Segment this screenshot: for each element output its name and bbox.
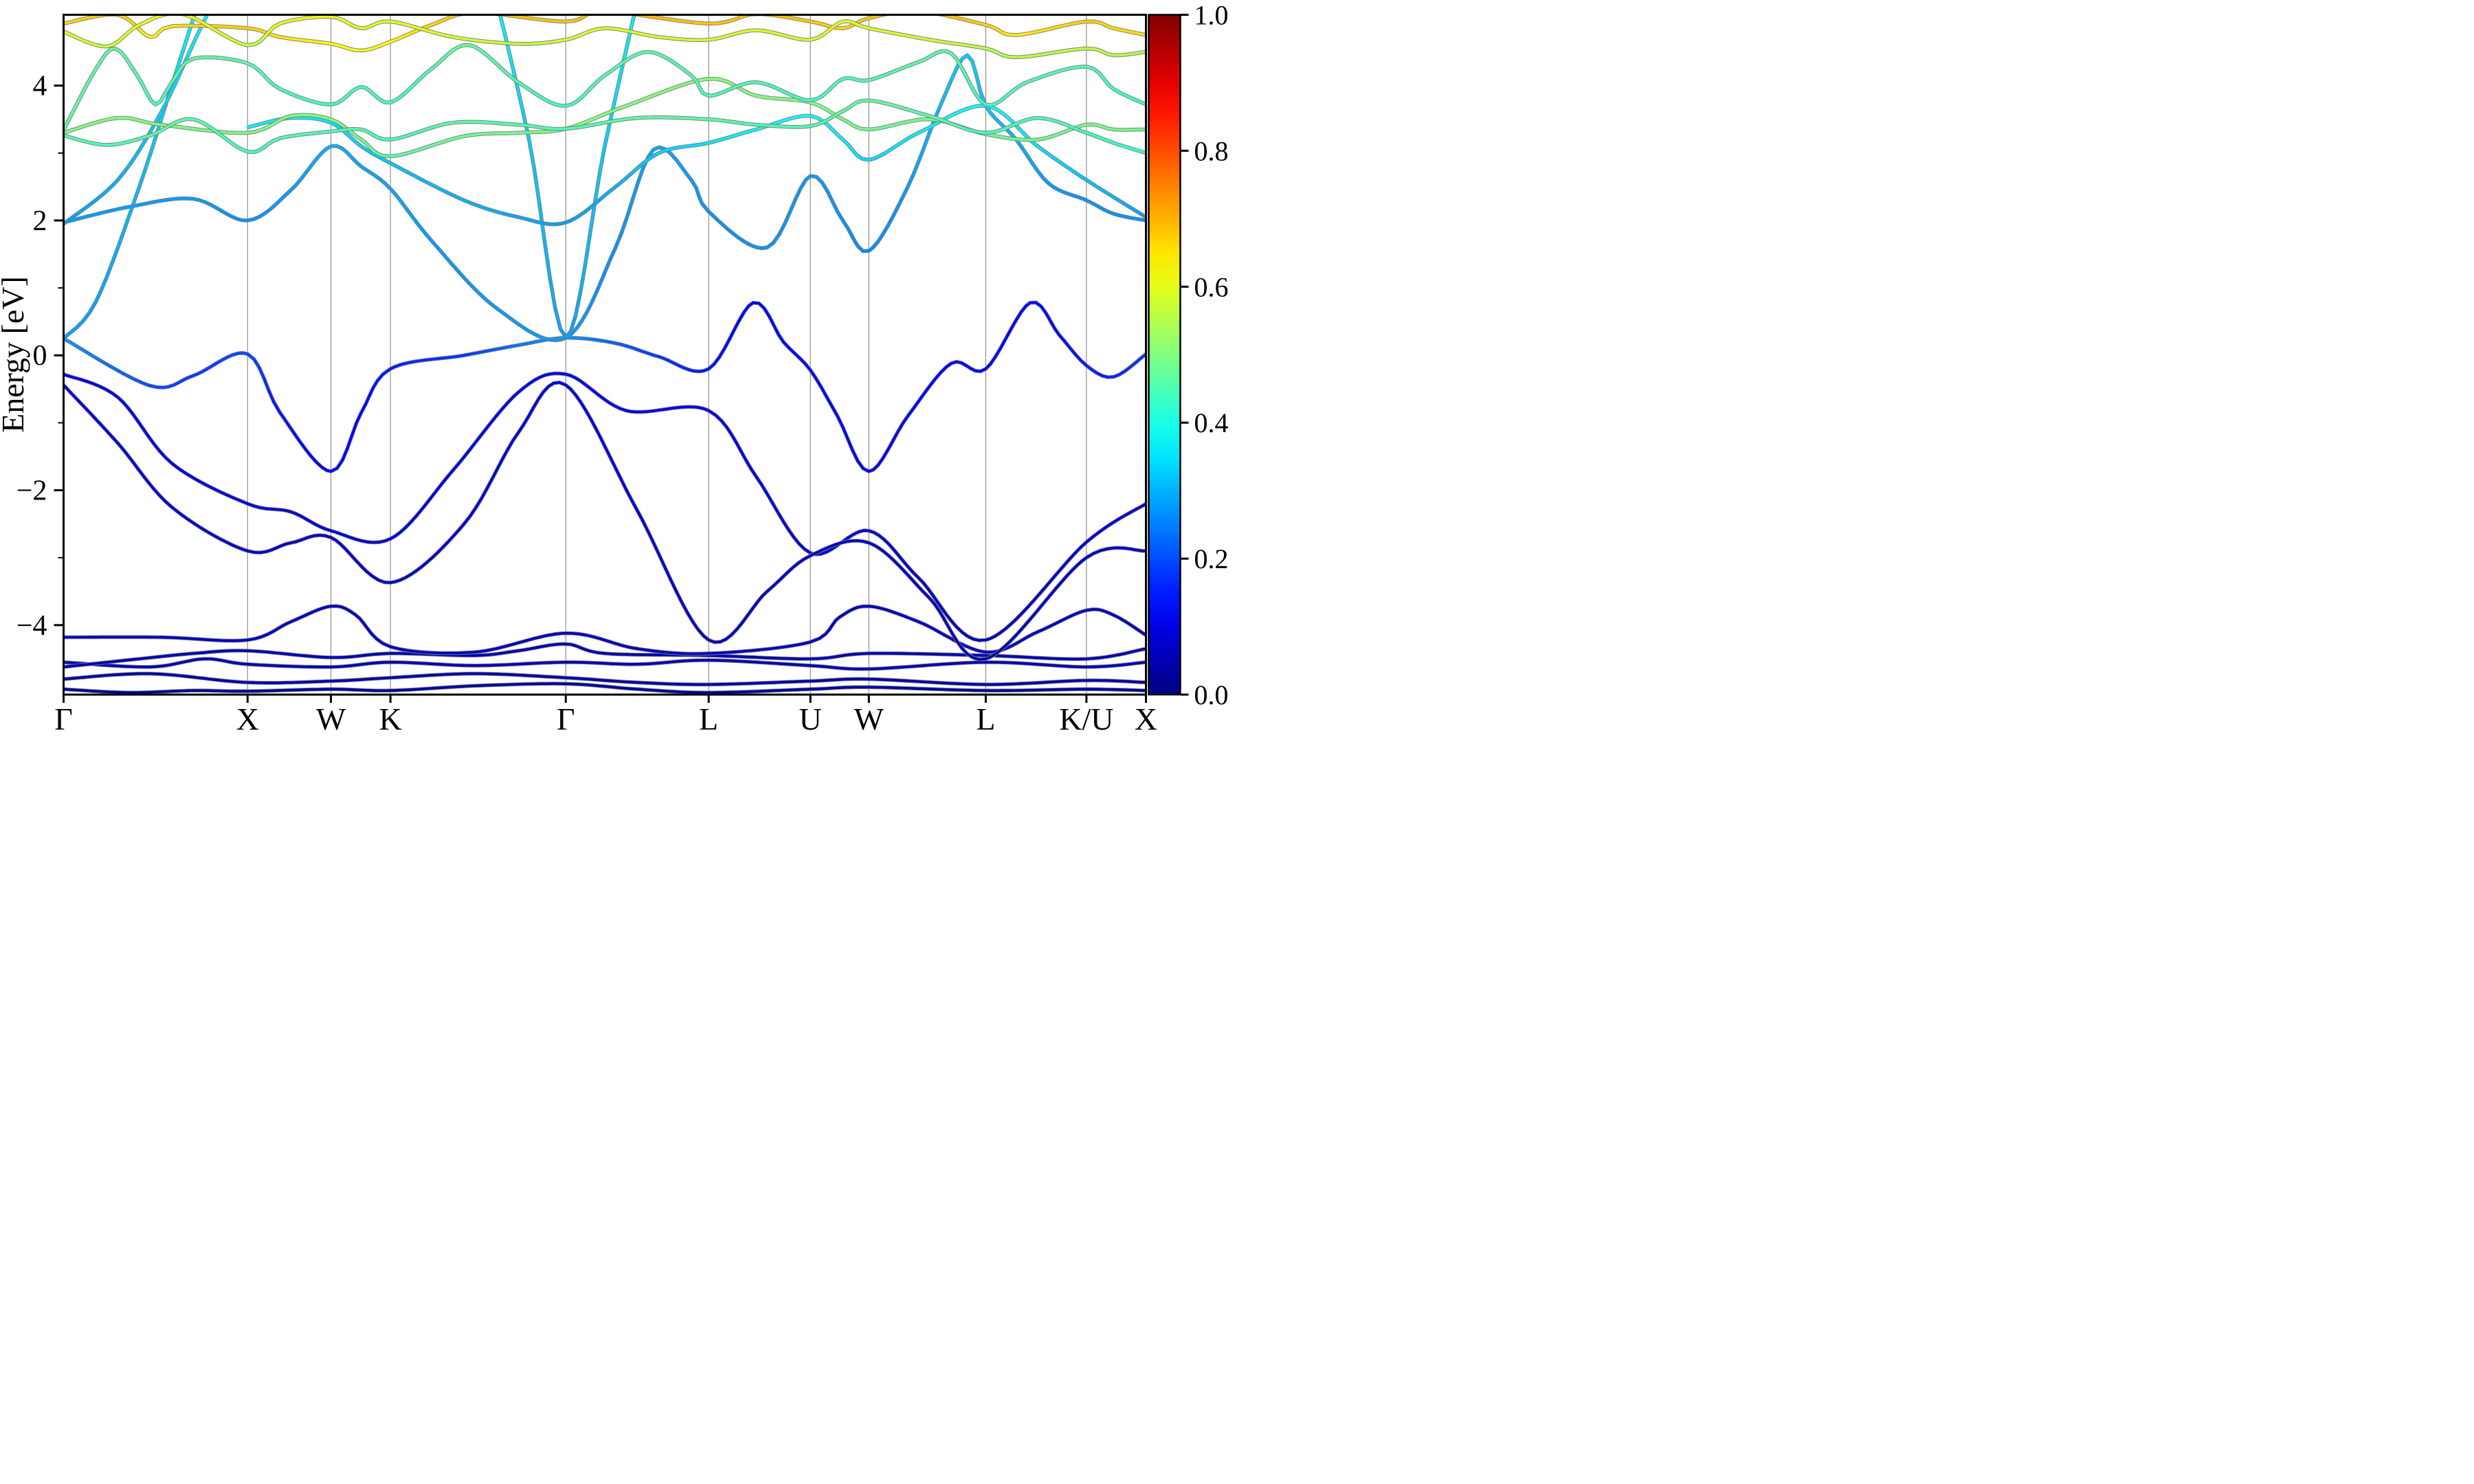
conduction-1 [63, 14, 196, 340]
k-point-label-4: Γ [557, 701, 575, 737]
k-point-label-1: X [236, 701, 259, 737]
valence-7-edge [63, 380, 1146, 662]
y-tick-label: −4 [16, 610, 47, 642]
conduction-5 [246, 104, 1146, 226]
conduction-5-edge [247, 104, 1146, 227]
colorbar-tick-label: 0.4 [1194, 407, 1229, 438]
valence-3 [63, 657, 1146, 671]
conduction-9 [63, 14, 1146, 52]
axes-frame [63, 14, 1147, 696]
energy-bands [63, 14, 1146, 695]
valence-5-edge [63, 604, 1146, 656]
y-tick-label: 2 [33, 205, 47, 237]
colorbar-tick-label: 0.2 [1194, 543, 1229, 574]
conduction-7 [63, 99, 1146, 155]
colorbar-tick-label: 0.6 [1194, 271, 1229, 302]
colorbar-gradient [1148, 14, 1181, 696]
k-point-label-8: L [976, 701, 995, 737]
k-point-label-5: L [699, 701, 718, 737]
valence-2-edge [63, 671, 1146, 687]
band-structure-plot: 420−2−4 Γ X W K Γ L U W L K/U X Energy [eV] 0.00.2… [0, 0, 1229, 737]
y-tick-label: 4 [33, 71, 47, 102]
k-point-label-2: W [316, 701, 346, 737]
y-axis-label: Energy [eV] [0, 276, 30, 433]
k-point-label-7: W [854, 701, 884, 737]
conduction-3 [498, 14, 636, 339]
valence-8 [63, 301, 1146, 473]
colorbar-tick-label: 0.0 [1194, 679, 1229, 710]
colorbar: 0.0 0.2 0.4 0.6 0.8 1.0 [1148, 0, 1229, 710]
x-axis-ticks [63, 695, 1147, 703]
band-structure-figure: 4 2 0 −2 −4 Γ X W K Γ L U W L K/U X Energy [eV] 0.0 0.2… [0, 0, 1237, 742]
valence-5 [63, 605, 1146, 655]
conduction-9-edge [63, 14, 1146, 53]
k-point-label-0: Γ [54, 701, 73, 737]
colorbar-tick-labels: 0.0 0.2 0.4 0.6 0.8 1.0 [1194, 0, 1229, 710]
k-point-label-10: X [1135, 701, 1157, 737]
valence-6 [63, 372, 1146, 642]
valence-6-edge [63, 371, 1146, 642]
y-tick-label: 0 [33, 340, 47, 372]
colorbar-tick-label: 1.0 [1194, 0, 1229, 31]
colorbar-ticks [1180, 14, 1189, 696]
conduction-8 [63, 43, 1146, 132]
k-point-label-6: U [799, 701, 822, 737]
k-point-label-9: K/U [1059, 701, 1113, 737]
x-axis-tick-labels: Γ X W K Γ L U W L K/U X [54, 701, 1157, 737]
y-tick-label: −2 [16, 475, 47, 507]
k-point-label-3: K [379, 701, 402, 737]
valence-1 [63, 682, 1146, 694]
y-axis-ticks [54, 85, 64, 627]
y-axis-tick-labels: 4 2 0 −2 −4 [16, 71, 47, 642]
valence-7 [63, 381, 1146, 661]
conduction-3-edge [498, 14, 636, 339]
conduction-10 [63, 14, 1146, 59]
colorbar-tick-label: 0.8 [1194, 135, 1229, 166]
